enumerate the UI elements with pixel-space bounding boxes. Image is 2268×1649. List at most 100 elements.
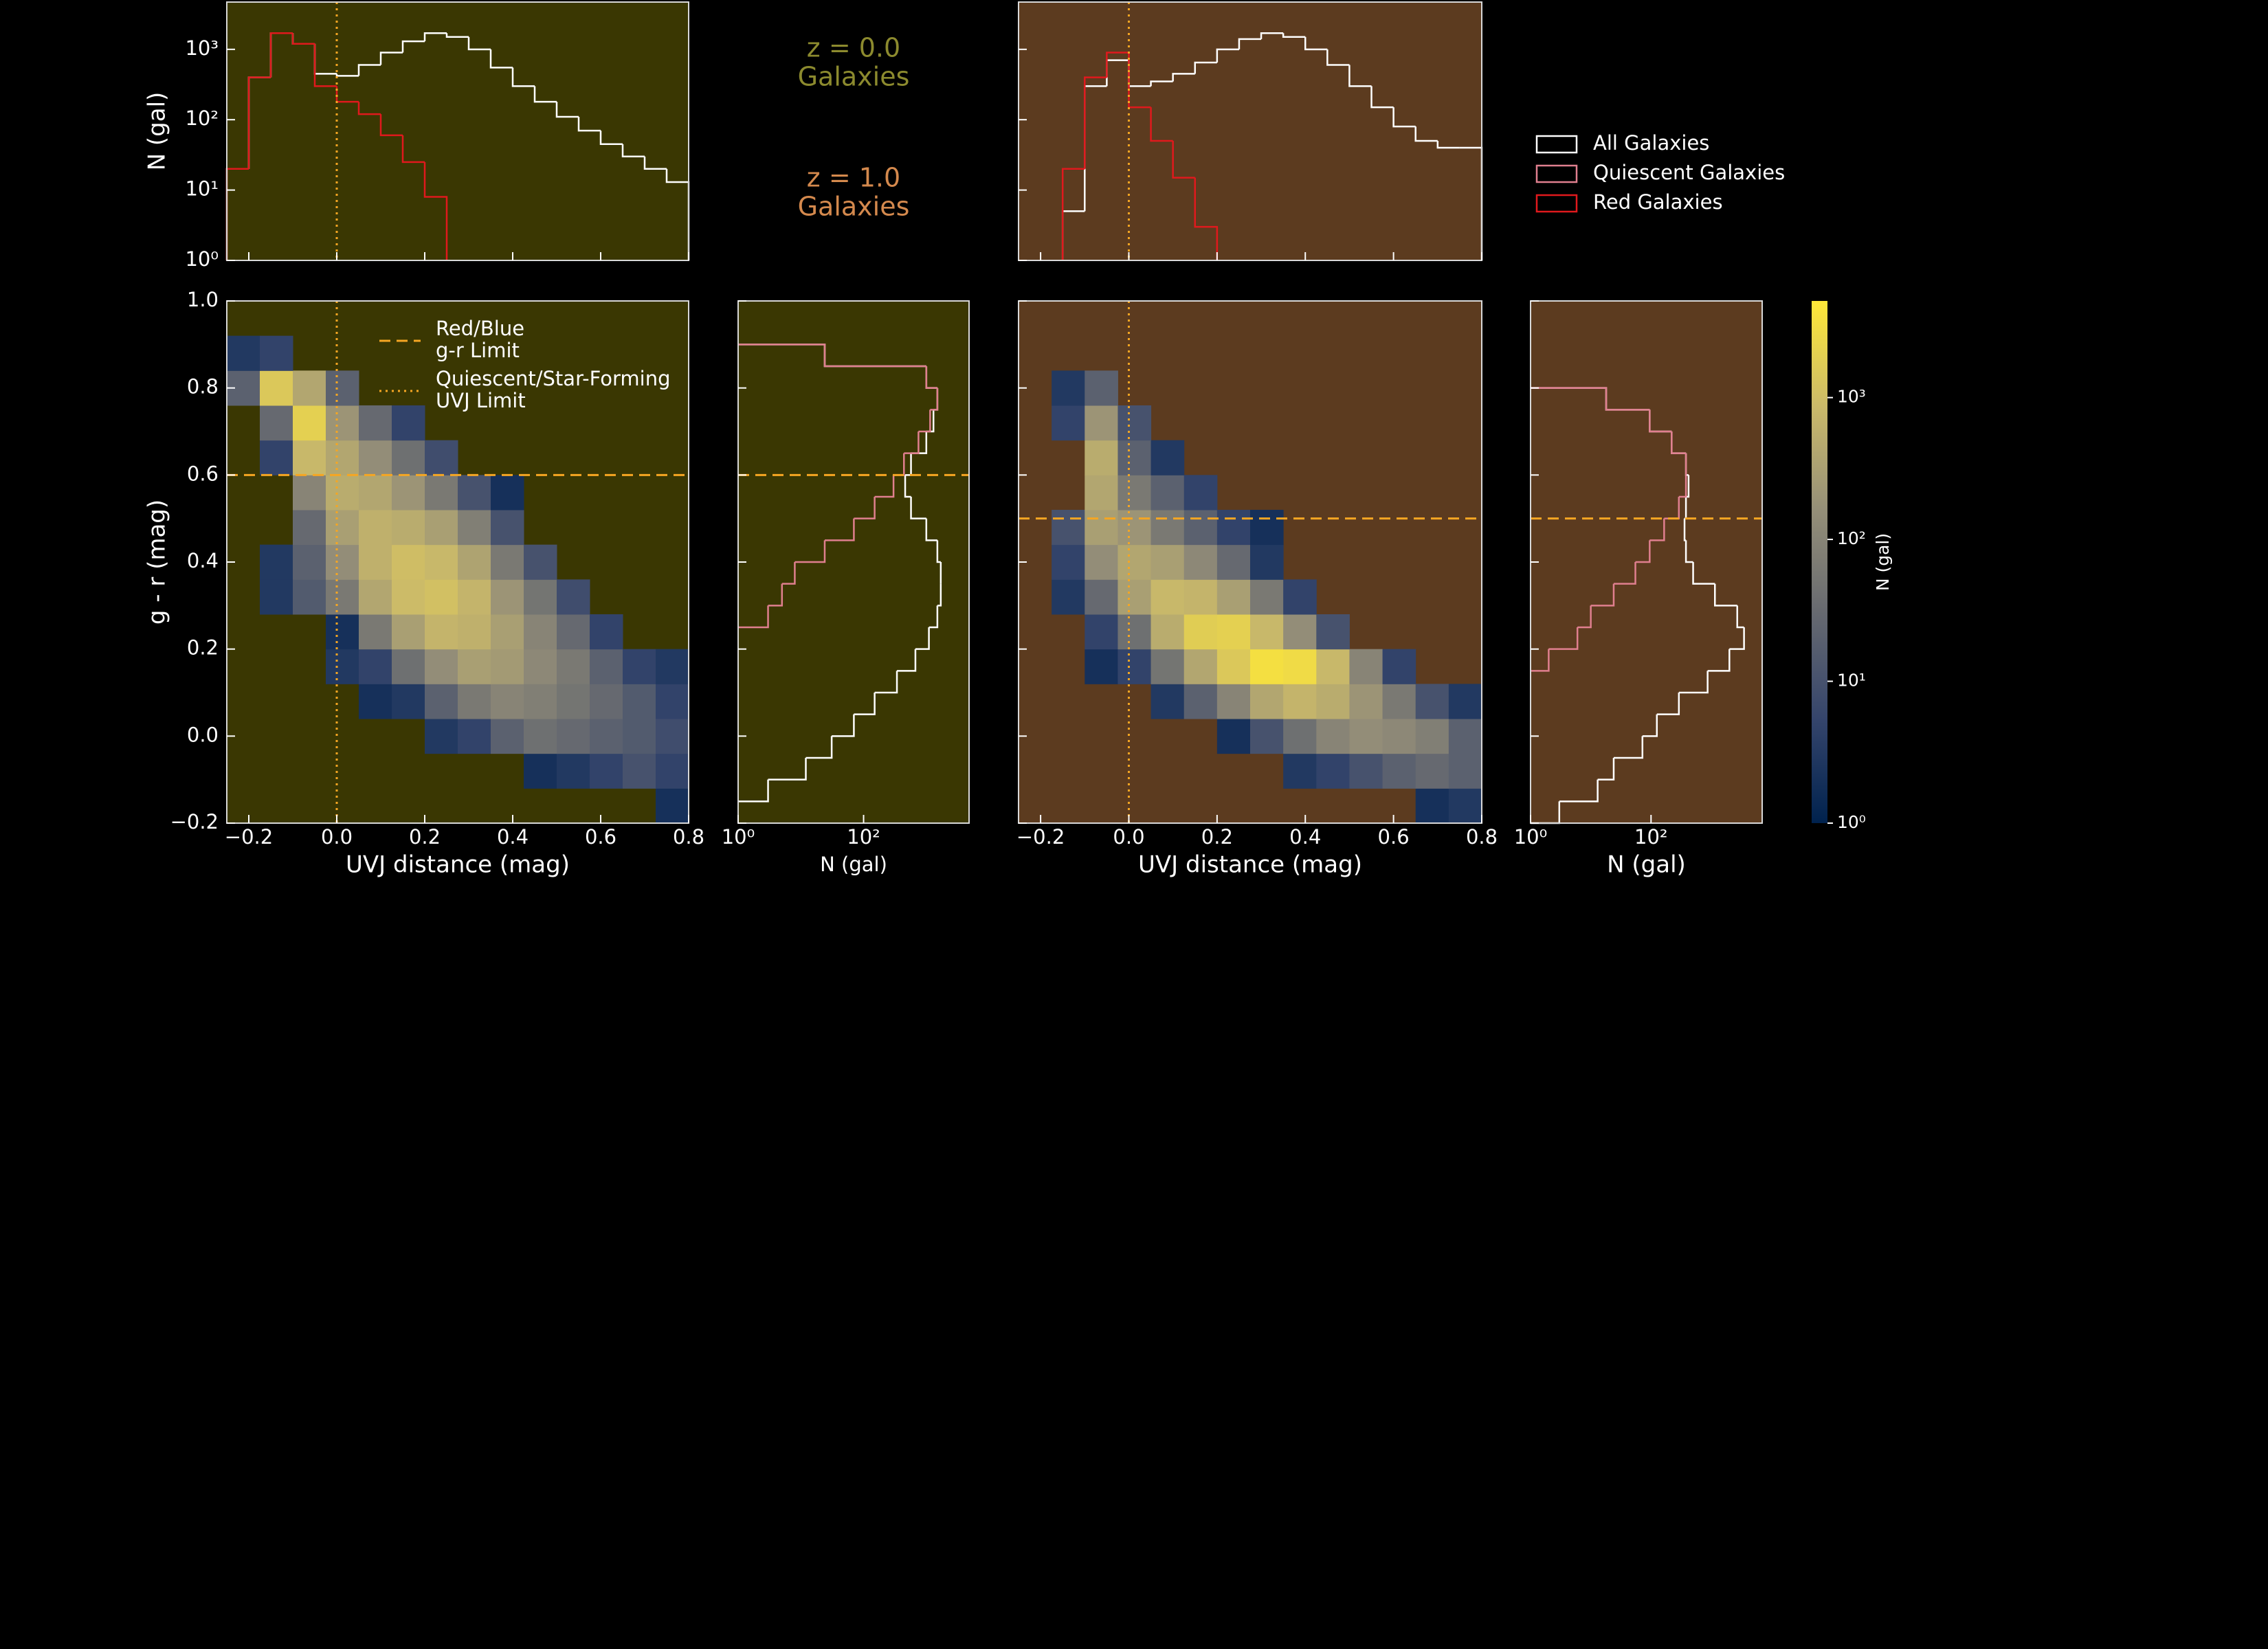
heatmap-cell (227, 335, 260, 371)
heatmap-cell (359, 440, 392, 475)
heatmap-cell (524, 579, 557, 615)
heatmap-cell (590, 719, 623, 754)
hist-step (1326, 49, 1350, 66)
heatmap-cell (1118, 544, 1152, 580)
x-axis-label: UVJ distance (mag) (346, 851, 570, 879)
hist-step (1597, 758, 1615, 781)
hist-step (854, 497, 876, 519)
hist-step (401, 135, 425, 164)
heatmap-cell (1250, 510, 1284, 546)
heatmap-cell (623, 753, 656, 789)
heatmap-cell (458, 649, 491, 684)
heatmap-cell (1415, 788, 1449, 824)
heatmap-cell (1150, 649, 1185, 684)
heatmap-cell (1382, 649, 1416, 684)
heatmap-cell (326, 440, 359, 475)
heatmap-cell (359, 614, 392, 650)
legend-label: UVJ Limit (436, 389, 526, 412)
heatmap-cell (260, 440, 293, 475)
y-tick-label: 10¹ (185, 177, 219, 201)
hist-step (599, 131, 623, 145)
heatmap-cell (425, 440, 458, 475)
heatmap-cell (425, 475, 458, 511)
heatmap-cell (359, 405, 392, 441)
heatmap-cell (359, 579, 392, 615)
heatmap-cell (590, 614, 623, 650)
y-tick-label: 10⁰ (185, 247, 219, 271)
heatmap-cell (458, 544, 491, 580)
hist-step (1671, 431, 1687, 454)
hist-step (423, 161, 448, 260)
heatmap-cell (1183, 579, 1218, 615)
hist-step (445, 33, 469, 38)
hist-step (1172, 141, 1195, 179)
y-tick-label: 0.0 (187, 723, 219, 746)
hist-step (925, 518, 937, 541)
heatmap-cell (1118, 475, 1152, 511)
legend-label: g-r Limit (436, 339, 520, 362)
heatmap-cell (1085, 405, 1118, 441)
panel-background (738, 301, 969, 823)
hist-step (291, 33, 315, 45)
heatmap-cell (1183, 614, 1218, 650)
hist-step (577, 116, 601, 132)
hist-step (1084, 76, 1107, 169)
x-tick-label: 0.0 (321, 825, 353, 849)
heatmap-cell (656, 719, 689, 754)
hist-step (379, 114, 403, 137)
hist-step (1656, 693, 1680, 715)
heatmap-cell (491, 614, 524, 650)
heatmap-cell (1316, 719, 1350, 754)
y-axis-label: N (gal) (144, 92, 171, 171)
hist-step (357, 102, 381, 115)
hist-step (1106, 52, 1129, 78)
panel-background (227, 2, 689, 260)
heatmap-cell (1250, 544, 1284, 580)
plot-area (1052, 370, 1482, 824)
heatmap-cell (557, 649, 590, 684)
x-tick-label: 0.6 (585, 825, 616, 849)
heatmap-cell (293, 475, 326, 511)
legend-label: Quiescent/Star-Forming (436, 367, 671, 390)
hist-step (781, 562, 796, 585)
heatmap-cell (1118, 579, 1152, 615)
hist-step (379, 52, 403, 65)
hist-step (1216, 48, 1239, 63)
hist-step (1370, 86, 1394, 109)
heatmap-cell (392, 405, 425, 441)
heatmap-cell (524, 719, 557, 754)
hist-step (1613, 736, 1644, 759)
hist-step (1304, 36, 1328, 51)
heatmap-cell (1183, 510, 1218, 546)
heatmap-cell (425, 719, 458, 754)
heatmap-cell (557, 579, 590, 615)
legend-label: All Galaxies (1593, 131, 1709, 155)
heatmap-cell (557, 753, 590, 789)
hist-step (1559, 779, 1599, 803)
heatmap-cell (1283, 719, 1317, 754)
hist-step (555, 102, 579, 118)
heatmap-cell (524, 684, 557, 719)
heatmap-cell (557, 684, 590, 719)
heatmap-cell (293, 510, 326, 546)
x-axis-label: N (gal) (1607, 851, 1686, 879)
legend-label: Red/Blue (436, 317, 524, 340)
x-axis-label: UVJ distance (mag) (1138, 851, 1362, 879)
heatmap-cell (425, 649, 458, 684)
x-tick-label: 10⁰ (722, 825, 755, 849)
hist-step (1678, 671, 1709, 694)
heatmap-cell (1448, 788, 1482, 824)
heatmap-cell (1085, 370, 1118, 406)
heatmap-cell (1382, 753, 1416, 789)
hist-step (401, 40, 425, 53)
heatmap-cell (1150, 614, 1185, 650)
heatmap-cell (1216, 544, 1251, 580)
legend-label: Quiescent Galaxies (1593, 161, 1785, 184)
heatmap-cell (1085, 475, 1118, 511)
heatmap-cell (1118, 440, 1152, 475)
heatmap-cell (1118, 614, 1152, 650)
heatmap-cell (491, 544, 524, 580)
hist-step (1150, 80, 1173, 87)
